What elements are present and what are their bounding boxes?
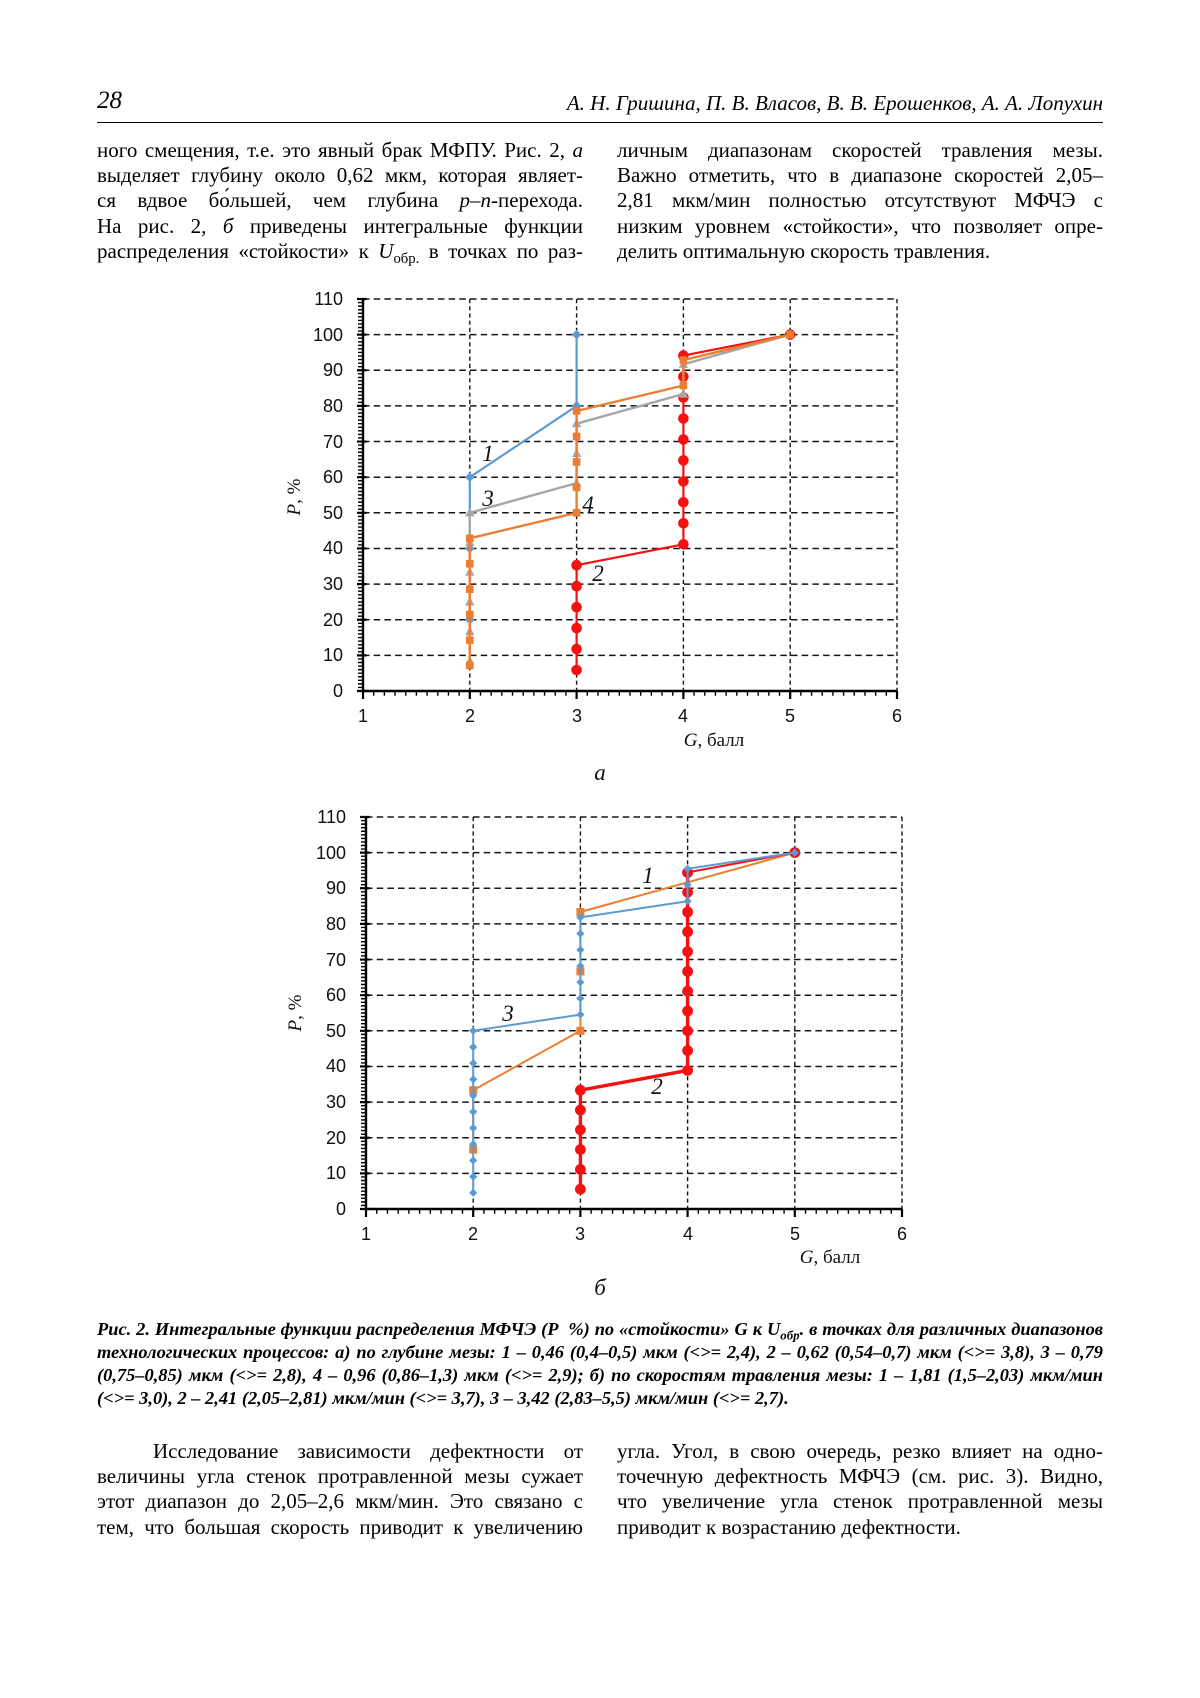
svg-text:2: 2 [592,561,604,586]
svg-text:30: 30 [326,1092,346,1112]
svg-text:1: 1 [482,441,494,466]
svg-text:80: 80 [326,914,346,934]
svg-text:70: 70 [326,950,346,970]
svg-text:1: 1 [642,863,654,888]
svg-text:6: 6 [897,1224,907,1244]
svg-text:40: 40 [326,1056,346,1076]
svg-text:60: 60 [326,985,346,1005]
svg-text:3: 3 [575,1224,585,1244]
svg-text:5: 5 [785,706,795,726]
svg-text:110: 110 [317,807,346,827]
svg-text:40: 40 [323,538,343,558]
svg-text:80: 80 [323,396,343,416]
svg-text:2: 2 [651,1074,663,1099]
svg-text:3: 3 [572,706,582,726]
svg-text:0: 0 [336,1199,346,1219]
svg-text:G, балл: G, балл [684,730,745,751]
svg-text:20: 20 [323,610,343,630]
svg-text:а: а [594,760,606,785]
svg-text:110: 110 [314,289,343,309]
svg-text:100: 100 [313,325,343,345]
svg-text:10: 10 [326,1163,346,1183]
svg-text:60: 60 [323,467,343,487]
svg-text:50: 50 [323,503,343,523]
svg-text:100: 100 [316,843,346,863]
svg-text:70: 70 [323,432,343,452]
svg-text:2: 2 [468,1224,478,1244]
svg-text:5: 5 [790,1224,800,1244]
svg-text:3: 3 [501,1001,514,1026]
svg-text:P, %: P, % [285,994,306,1032]
svg-text:30: 30 [323,574,343,594]
svg-text:б: б [594,1275,607,1300]
svg-text:P, %: P, % [284,478,305,516]
svg-text:4: 4 [582,492,594,517]
svg-text:1: 1 [361,1224,371,1244]
svg-text:10: 10 [323,645,343,665]
svg-text:6: 6 [892,706,902,726]
svg-text:50: 50 [326,1021,346,1041]
svg-text:20: 20 [326,1128,346,1148]
svg-text:G, балл: G, балл [800,1247,861,1268]
svg-text:3: 3 [481,486,494,511]
svg-text:1: 1 [358,706,368,726]
svg-text:90: 90 [323,360,343,380]
svg-text:4: 4 [683,1224,693,1244]
svg-text:0: 0 [333,681,343,701]
svg-text:4: 4 [678,706,688,726]
svg-text:2: 2 [465,706,475,726]
svg-text:90: 90 [326,878,346,898]
